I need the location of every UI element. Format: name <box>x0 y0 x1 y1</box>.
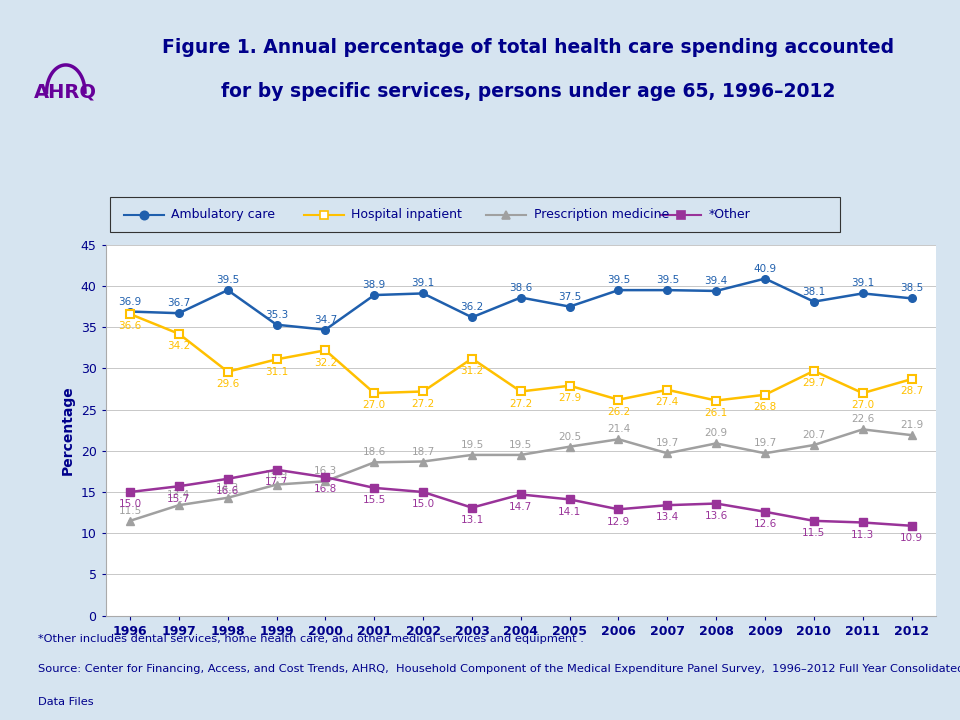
Text: 20.7: 20.7 <box>803 430 826 440</box>
Text: 10.9: 10.9 <box>900 533 924 543</box>
Text: AHRQ: AHRQ <box>35 83 97 102</box>
Text: 36.6: 36.6 <box>118 321 142 331</box>
Text: 26.1: 26.1 <box>705 408 728 418</box>
Text: 13.6: 13.6 <box>705 510 728 521</box>
Text: 29.7: 29.7 <box>803 378 826 388</box>
Text: 36.9: 36.9 <box>118 297 142 307</box>
Text: 19.7: 19.7 <box>754 438 777 449</box>
Text: 15.9: 15.9 <box>265 469 288 480</box>
Text: 27.0: 27.0 <box>852 400 875 410</box>
Text: 39.5: 39.5 <box>656 275 679 285</box>
Text: 36.2: 36.2 <box>461 302 484 312</box>
Text: 18.7: 18.7 <box>412 446 435 456</box>
Text: 14.3: 14.3 <box>216 483 239 492</box>
Text: 17.7: 17.7 <box>265 477 288 487</box>
Text: 20.9: 20.9 <box>705 428 728 438</box>
Text: 11.5: 11.5 <box>803 528 826 538</box>
Text: 19.7: 19.7 <box>656 438 679 449</box>
Text: 11.3: 11.3 <box>852 530 875 540</box>
Text: 38.6: 38.6 <box>509 282 533 292</box>
Text: 15.0: 15.0 <box>412 499 435 509</box>
Text: Figure 1. Annual percentage of total health care spending accounted: Figure 1. Annual percentage of total hea… <box>162 38 894 57</box>
Text: 39.5: 39.5 <box>607 275 630 285</box>
Text: 37.5: 37.5 <box>558 292 581 302</box>
Text: 36.7: 36.7 <box>167 298 190 308</box>
Text: 28.7: 28.7 <box>900 387 924 397</box>
Text: 39.1: 39.1 <box>412 279 435 289</box>
Text: 27.0: 27.0 <box>363 400 386 410</box>
Text: 32.2: 32.2 <box>314 358 337 367</box>
Text: 13.1: 13.1 <box>461 515 484 525</box>
Text: 27.4: 27.4 <box>656 397 679 407</box>
Text: 31.2: 31.2 <box>461 366 484 376</box>
Text: 20.5: 20.5 <box>558 432 581 442</box>
Text: 16.6: 16.6 <box>216 486 239 496</box>
Text: 19.5: 19.5 <box>461 440 484 450</box>
Text: Ambulatory care: Ambulatory care <box>171 208 275 221</box>
Text: 11.5: 11.5 <box>118 506 142 516</box>
Text: 26.2: 26.2 <box>607 407 630 417</box>
Text: Hospital inpatient: Hospital inpatient <box>351 208 462 221</box>
Text: 38.9: 38.9 <box>363 280 386 290</box>
Text: 38.5: 38.5 <box>900 284 924 294</box>
Text: 12.6: 12.6 <box>754 519 777 529</box>
Text: 19.5: 19.5 <box>509 440 533 450</box>
Text: 26.8: 26.8 <box>754 402 777 412</box>
Text: for by specific services, persons under age 65, 1996–2012: for by specific services, persons under … <box>221 82 835 101</box>
Text: 14.7: 14.7 <box>509 502 533 512</box>
Text: 39.5: 39.5 <box>216 275 239 285</box>
Text: 38.1: 38.1 <box>803 287 826 297</box>
Text: 34.2: 34.2 <box>167 341 190 351</box>
Text: 29.6: 29.6 <box>216 379 239 389</box>
Text: *Other includes dental services, home health care, and other medical services an: *Other includes dental services, home he… <box>38 634 585 644</box>
Text: 35.3: 35.3 <box>265 310 288 320</box>
Text: 21.4: 21.4 <box>607 424 630 434</box>
Text: 40.9: 40.9 <box>754 264 777 274</box>
Text: 18.6: 18.6 <box>363 447 386 457</box>
Text: 21.9: 21.9 <box>900 420 924 430</box>
Text: 27.2: 27.2 <box>412 399 435 409</box>
Text: Source: Center for Financing, Access, and Cost Trends, AHRQ,  Household Componen: Source: Center for Financing, Access, an… <box>38 664 960 674</box>
Text: 22.6: 22.6 <box>852 415 875 424</box>
Text: 15.7: 15.7 <box>167 493 190 503</box>
Text: 15.5: 15.5 <box>363 495 386 505</box>
Text: 13.4: 13.4 <box>656 513 679 523</box>
Text: 16.8: 16.8 <box>314 485 337 495</box>
Text: 39.4: 39.4 <box>705 276 728 286</box>
Text: 12.9: 12.9 <box>607 516 630 526</box>
Text: Prescription medicine: Prescription medicine <box>534 208 669 221</box>
Text: 13.4: 13.4 <box>167 490 190 500</box>
Text: Data Files: Data Files <box>38 697 94 706</box>
Text: *Other: *Other <box>708 208 751 221</box>
Text: 27.2: 27.2 <box>509 399 533 409</box>
Text: 14.1: 14.1 <box>558 507 581 517</box>
Text: 39.1: 39.1 <box>852 279 875 289</box>
Text: 15.0: 15.0 <box>118 499 141 509</box>
Text: 34.7: 34.7 <box>314 315 337 325</box>
Text: 31.1: 31.1 <box>265 366 288 377</box>
Y-axis label: Percentage: Percentage <box>61 385 75 475</box>
Text: 16.3: 16.3 <box>314 467 337 477</box>
Text: 27.9: 27.9 <box>558 393 581 403</box>
